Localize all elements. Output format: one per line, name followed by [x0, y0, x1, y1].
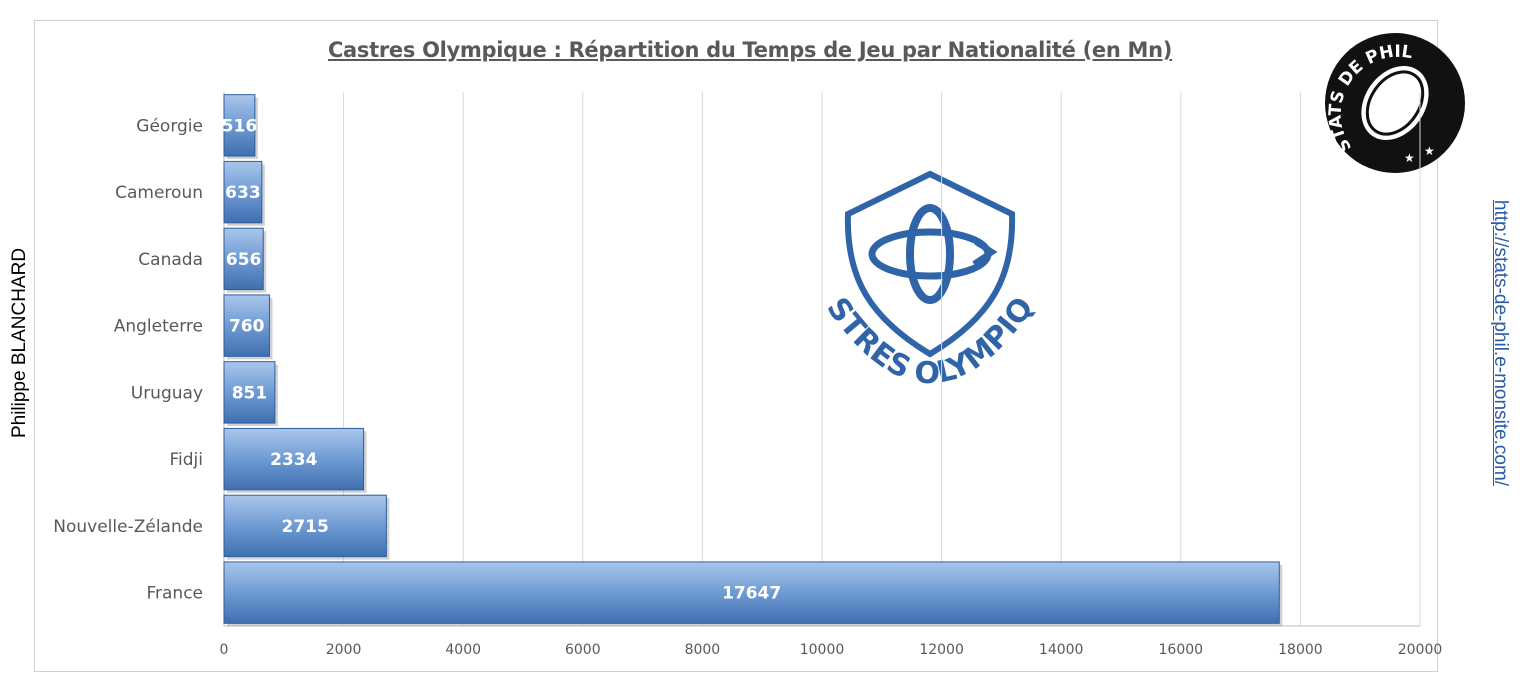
gridlines — [223, 92, 1421, 627]
labels: 0 2000 4000 6000 8000 10000 12000 14000 16000 180… — [53, 116, 1442, 658]
bar — [223, 561, 1280, 624]
bar — [223, 227, 264, 291]
category-label: Cameroun — [115, 183, 203, 203]
x-tick-label: 14000 — [1039, 642, 1084, 658]
x-tick-label: 0 — [220, 642, 229, 658]
category-label: Angleterre — [114, 317, 203, 337]
category-label: Nouvelle-Zélande — [53, 517, 203, 537]
data-label: 17647 — [722, 584, 781, 604]
data-label: 2334 — [270, 450, 317, 470]
bars — [223, 94, 1283, 627]
star-icon: ★ — [1404, 151, 1415, 165]
category-label: Uruguay — [131, 383, 203, 403]
x-tick-label: 6000 — [565, 642, 601, 658]
x-tick-label: 4000 — [445, 642, 481, 658]
category-label: Géorgie — [136, 116, 203, 136]
bar — [223, 361, 276, 424]
x-tick-label: 12000 — [919, 642, 964, 658]
x-tick-label: 16000 — [1159, 642, 1204, 658]
stats-de-phil-stamp: STATS DE PHIL ★ ★ — [1325, 33, 1465, 173]
data-label: 2715 — [282, 517, 329, 537]
bar — [223, 427, 365, 491]
star-icon: ★ — [1424, 144, 1435, 158]
data-label: 851 — [232, 383, 268, 403]
x-tick-label: 8000 — [685, 642, 721, 658]
x-tick-label: 2000 — [326, 642, 362, 658]
data-label: 760 — [229, 317, 265, 337]
x-tick-label: 10000 — [800, 642, 845, 658]
x-tick-label: 20000 — [1398, 642, 1443, 658]
x-tick-label: 18000 — [1278, 642, 1323, 658]
bar — [223, 494, 387, 558]
data-label: 633 — [225, 183, 261, 203]
category-label: Fidji — [169, 450, 203, 470]
data-label: 516 — [222, 116, 258, 136]
bar — [223, 160, 263, 224]
category-label: Canada — [138, 250, 203, 270]
bar — [223, 94, 256, 157]
chart-title: Castres Olympique : Répartition du Temps… — [327, 38, 1173, 62]
castres-olympique-logo: CASTRES OLYMPIQUE — [800, 168, 1041, 392]
bar — [223, 294, 270, 357]
category-label: France — [146, 584, 203, 604]
data-label: 656 — [226, 250, 262, 270]
